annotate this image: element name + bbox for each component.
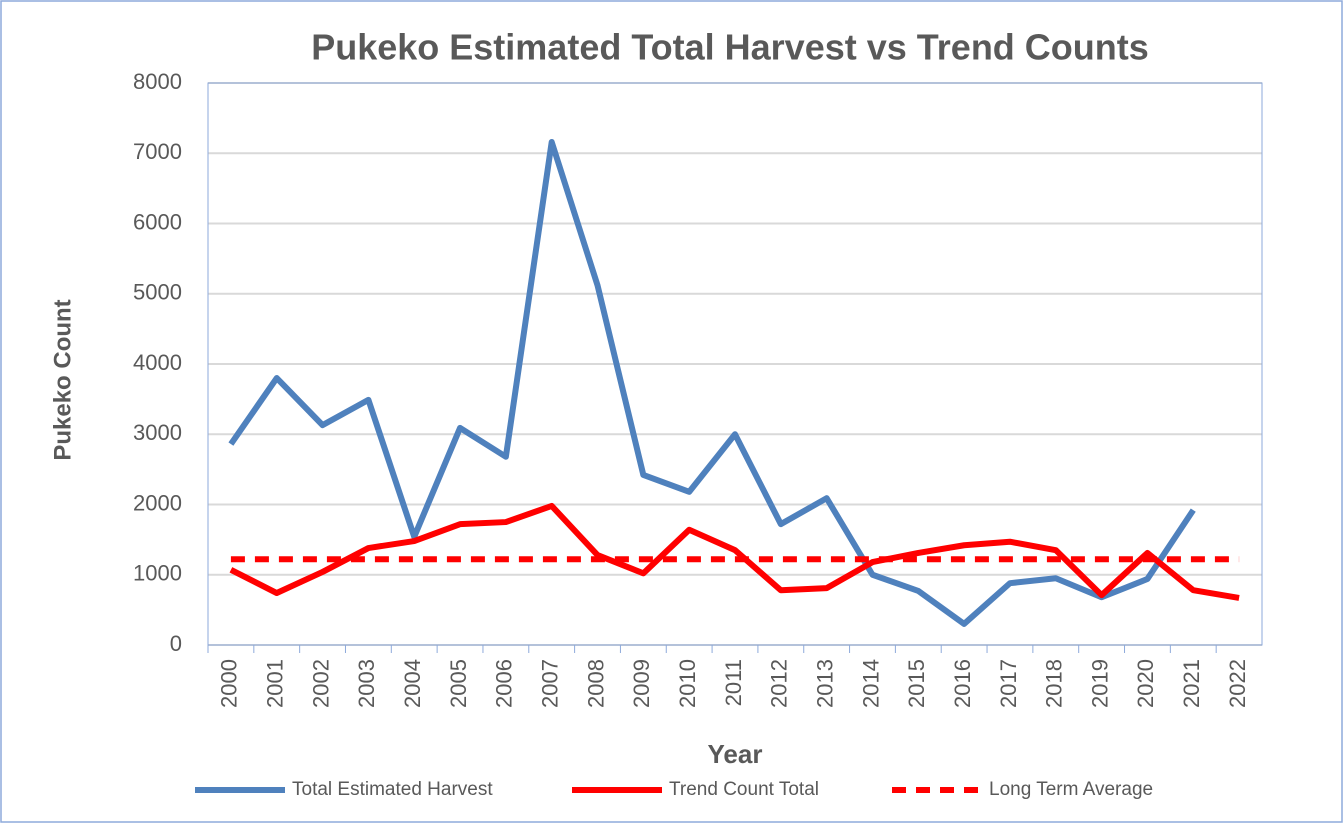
y-tick-label: 8000 xyxy=(133,69,182,94)
x-tick-label: 2011 xyxy=(721,659,746,706)
line-series xyxy=(229,502,1240,601)
plot-border xyxy=(207,82,1263,646)
x-tick-label: 2005 xyxy=(446,659,471,708)
x-tick-label: 2022 xyxy=(1225,659,1250,708)
x-tick-label: 2003 xyxy=(354,659,379,708)
y-tick-label: 7000 xyxy=(133,139,182,164)
x-tick-label: 2014 xyxy=(858,659,883,708)
y-tick-label: 2000 xyxy=(133,490,182,515)
legend-label: Trend Count Total xyxy=(669,779,819,800)
chart-title: Pukeko Estimated Total Harvest vs Trend … xyxy=(311,27,1149,68)
legend-label: Long Term Average xyxy=(989,779,1153,800)
y-tick-label: 6000 xyxy=(133,209,182,234)
x-tick-label: 2012 xyxy=(767,659,792,708)
y-axis-label: Pukeko Count xyxy=(49,299,76,460)
x-tick-label: 2016 xyxy=(950,659,975,708)
x-tick-label: 2007 xyxy=(538,659,563,708)
y-tick-label: 3000 xyxy=(133,420,182,445)
x-tick-label: 2009 xyxy=(629,659,654,708)
x-tick-label: 2015 xyxy=(904,659,929,708)
x-tick-label: 2017 xyxy=(996,659,1021,708)
x-tick-label: 2002 xyxy=(308,659,333,708)
x-tick-label: 2020 xyxy=(1133,659,1158,708)
x-tick-label: 2019 xyxy=(1087,659,1112,708)
x-axis-label: Year xyxy=(708,739,763,769)
x-tick-label: 2010 xyxy=(675,659,700,708)
x-tick-label: 2013 xyxy=(812,659,837,708)
x-tick-label: 2004 xyxy=(400,659,425,708)
x-tick-label: 2008 xyxy=(583,659,608,708)
x-tick-label: 2021 xyxy=(1179,659,1204,708)
x-tick-label: 2018 xyxy=(1042,659,1067,708)
legend-label: Total Estimated Harvest xyxy=(292,779,493,800)
x-tick-label: 2000 xyxy=(217,659,242,708)
y-tick-label: 4000 xyxy=(133,350,182,375)
y-tick-label: 1000 xyxy=(133,561,182,586)
line-series xyxy=(228,139,1196,627)
x-tick-label: 2006 xyxy=(492,659,517,708)
x-tick-label: 2001 xyxy=(263,659,288,708)
y-tick-label: 5000 xyxy=(133,280,182,305)
y-tick-label: 0 xyxy=(170,631,182,656)
